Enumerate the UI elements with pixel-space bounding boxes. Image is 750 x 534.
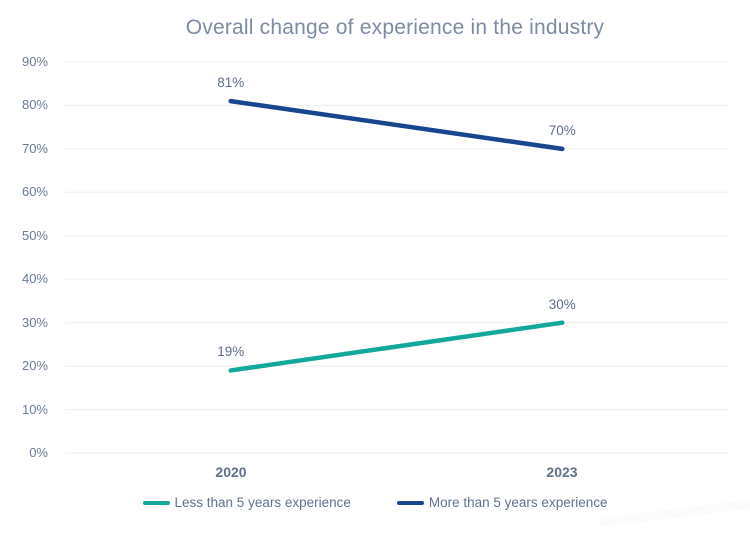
y-tick-label-40: 40% — [21, 271, 48, 287]
y-tick-label-90: 90% — [21, 54, 48, 69]
y-tick-label-60: 60% — [21, 184, 48, 200]
chart-title: Overall change of experience in the indu… — [185, 16, 605, 39]
y-tick-label-50: 50% — [21, 227, 48, 243]
data-label-more-than-5-years-experience-2023: 70% — [548, 122, 576, 138]
series-line-less-than-5-years-experience — [228, 320, 565, 373]
legend-item-more-than-5-years: More than 5 years experience — [396, 495, 608, 510]
legend-label-less-than-5-years: Less than 5 years experience — [174, 495, 351, 510]
y-tick-label-30: 30% — [21, 314, 48, 330]
y-tick-label-70: 70% — [21, 140, 48, 156]
legend-line-marker-teal-icon — [142, 500, 170, 505]
y-tick-label-10: 10% — [21, 401, 48, 417]
series-line-more-than-5-years-experience — [228, 98, 565, 152]
legend-label-more-than-5-years: More than 5 years experience — [428, 495, 608, 510]
data-label-less-than-5-years-experience-2023: 30% — [548, 296, 576, 312]
y-tick-label-20: 20% — [21, 358, 48, 374]
data-label-more-than-5-years-experience-2020: 81% — [217, 75, 245, 91]
data-label-less-than-5-years-experience-2020: 19% — [217, 344, 245, 360]
x-tick-label-2020: 2020 — [215, 464, 247, 480]
y-tick-label-80: 80% — [21, 97, 48, 113]
legend: Less than 5 years experience More than 5… — [0, 495, 750, 510]
legend-line-marker-navy-icon — [396, 500, 424, 505]
legend-item-less-than-5-years: Less than 5 years experience — [142, 495, 351, 510]
y-tick-label-0: 0% — [29, 445, 48, 460]
x-tick-label-2023: 2023 — [546, 464, 578, 480]
